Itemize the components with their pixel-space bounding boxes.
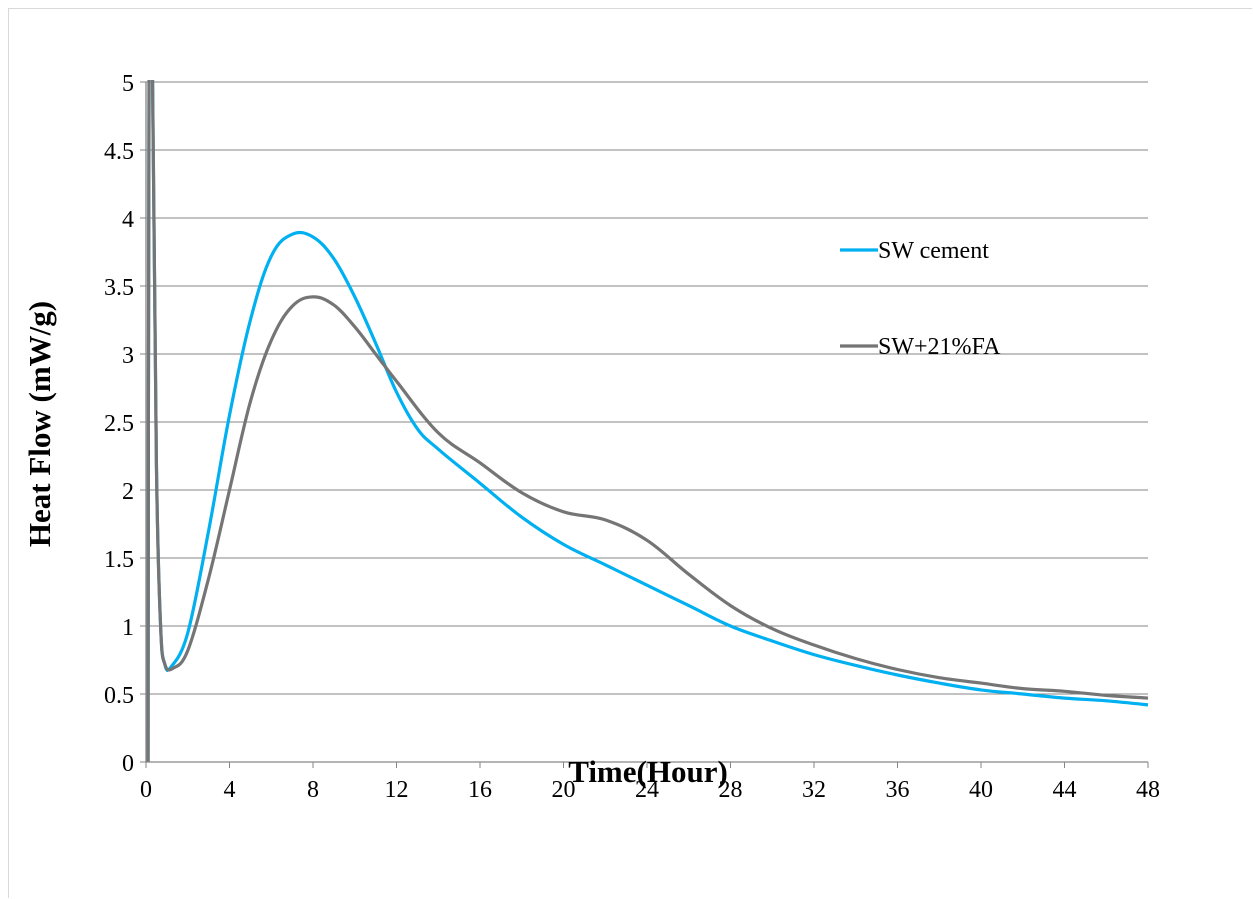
x-tick-label: 28 bbox=[719, 777, 743, 803]
x-tick-label: 20 bbox=[552, 777, 576, 803]
legend: SW cement SW+21%FA bbox=[840, 238, 1001, 360]
y-tick-label: 0.5 bbox=[104, 683, 134, 709]
y-tick-label: 2 bbox=[122, 479, 134, 505]
y-tick-label: 2.5 bbox=[104, 411, 134, 437]
y-tick-label: 4 bbox=[122, 207, 134, 233]
x-tick-label: 4 bbox=[224, 777, 236, 803]
y-tick-label: 3.5 bbox=[104, 275, 134, 301]
series-line-1 bbox=[146, 80, 1149, 763]
chart-frame bbox=[8, 8, 1252, 898]
y-axis-title: Heat Flow (mW/g) bbox=[22, 301, 57, 547]
x-tick-labels: 0 4 8 12 16 20 24 28 32 36 40 44 48 bbox=[140, 777, 1160, 803]
y-tick-labels: 0 0.5 1 1.5 2 2.5 3 3.5 4 4.5 5 bbox=[104, 71, 134, 777]
x-tick-label: 8 bbox=[307, 777, 319, 803]
x-tick-label: 40 bbox=[969, 777, 993, 803]
series-lines bbox=[146, 80, 1149, 763]
grid-lines bbox=[146, 81, 1148, 695]
y-tick-label: 0 bbox=[122, 751, 134, 777]
x-tick-label: 0 bbox=[140, 777, 152, 803]
x-tick-label: 44 bbox=[1053, 777, 1077, 803]
axes bbox=[140, 81, 1149, 768]
x-tick-label: 16 bbox=[468, 777, 492, 803]
x-tick-label: 36 bbox=[886, 777, 910, 803]
x-tick-label: 48 bbox=[1136, 777, 1160, 803]
x-axis-title: Time(Hour) bbox=[568, 754, 728, 789]
y-tick-label: 5 bbox=[122, 71, 134, 97]
legend-label-1: SW cement bbox=[878, 238, 989, 264]
y-tick-label: 4.5 bbox=[104, 139, 134, 165]
x-tick-label: 12 bbox=[385, 777, 409, 803]
x-tick-label: 24 bbox=[635, 777, 659, 803]
x-tick-label: 32 bbox=[802, 777, 826, 803]
y-tick-label: 1.5 bbox=[104, 547, 134, 573]
y-tick-label: 3 bbox=[122, 343, 134, 369]
series-line-2 bbox=[146, 80, 1149, 763]
y-tick-label: 1 bbox=[122, 615, 134, 641]
legend-label-2: SW+21%FA bbox=[878, 334, 1001, 360]
